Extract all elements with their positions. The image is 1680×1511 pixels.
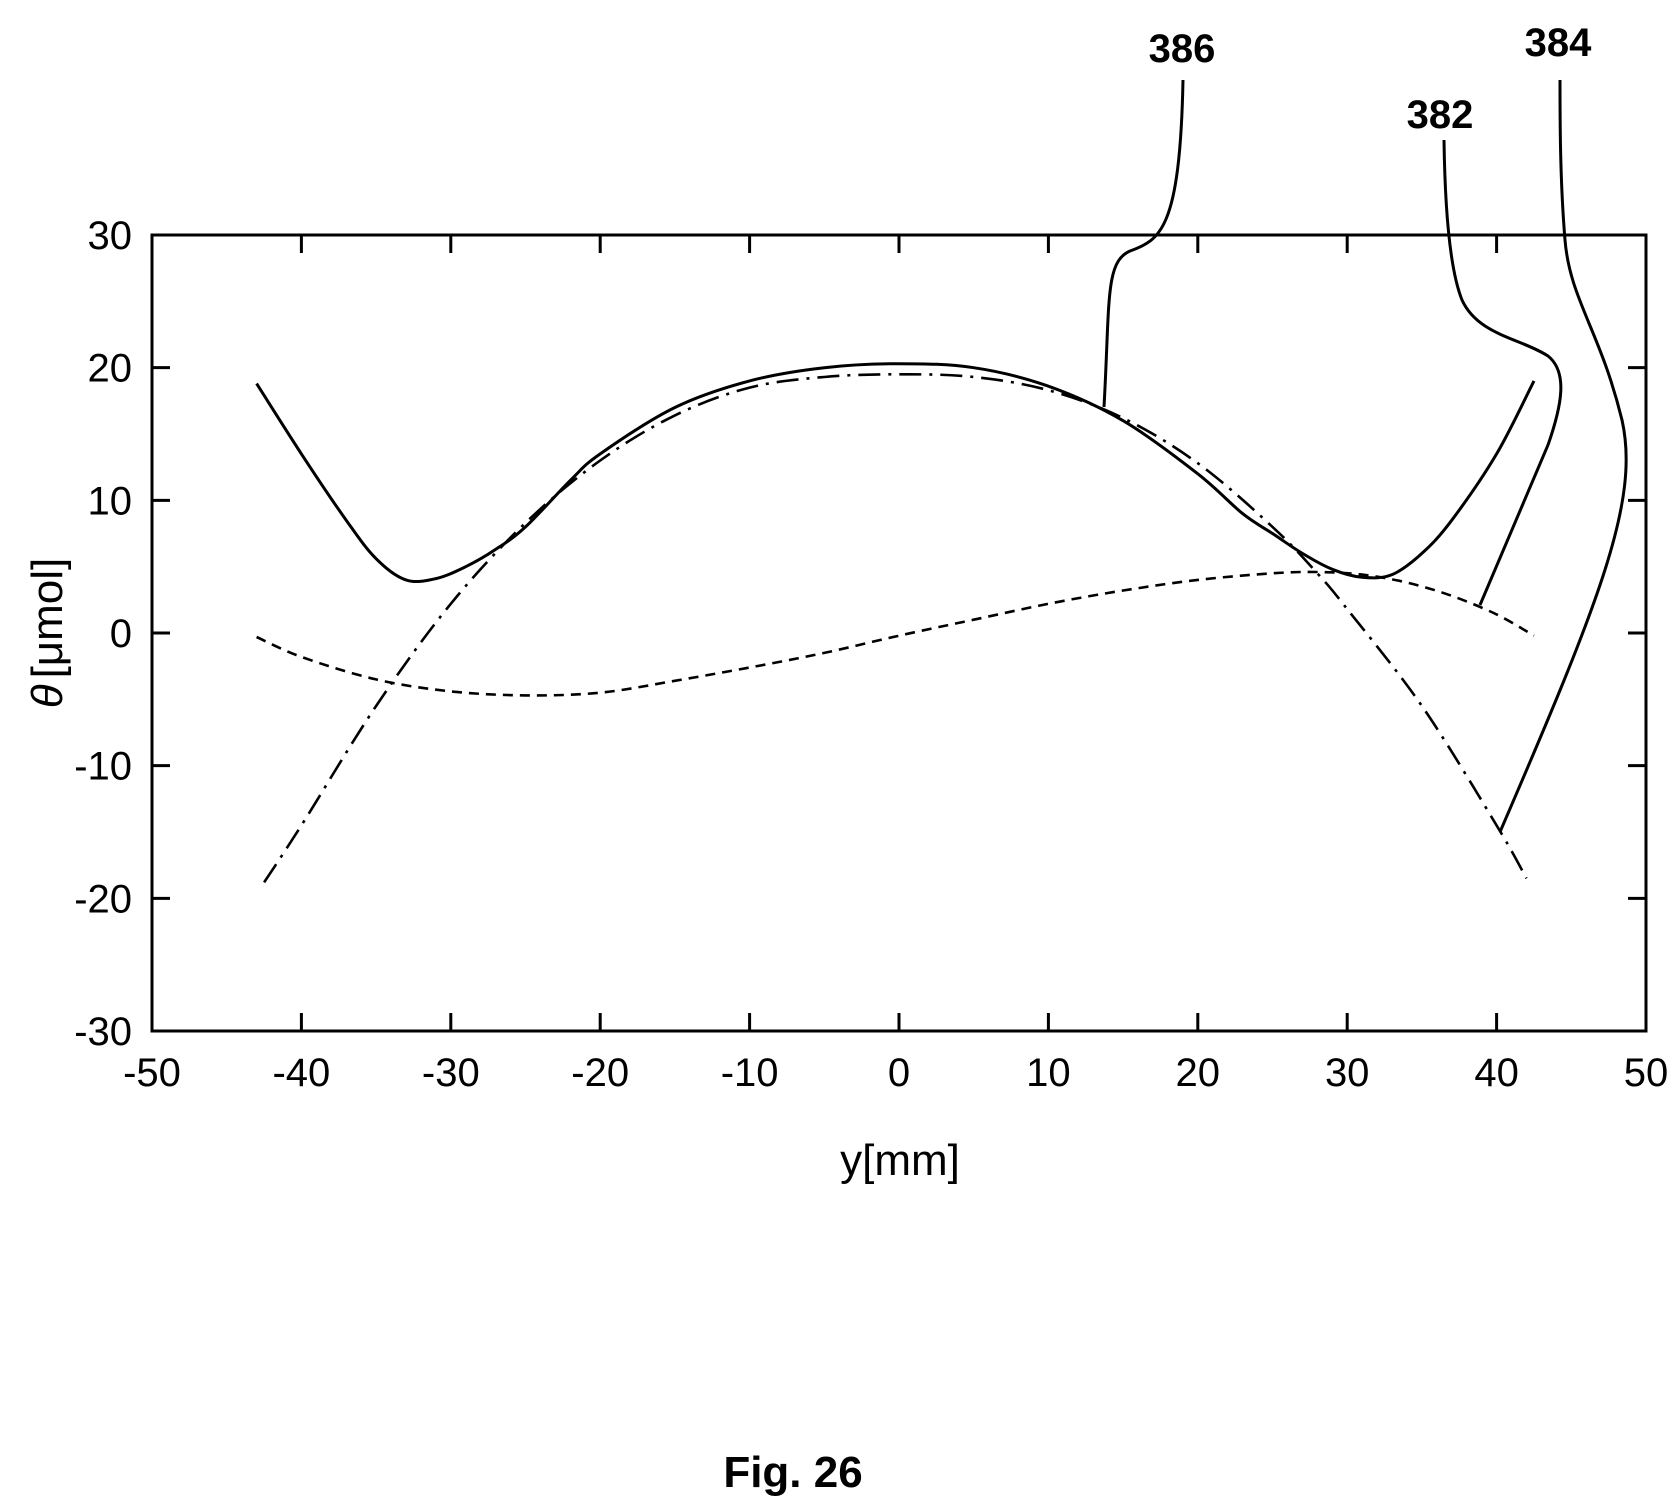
y-tick-label: 10 — [88, 479, 133, 523]
x-tick-label: -10 — [721, 1051, 779, 1095]
series-line-386 — [255, 362, 1536, 584]
y-axis-symbol: θ — [23, 684, 72, 708]
series-line-382 — [256, 570, 1535, 697]
leader-line-384 — [1498, 79, 1628, 833]
reference-label-386: 386 — [1149, 27, 1216, 71]
x-axis-label: y[mm] — [840, 1136, 960, 1185]
y-axis-label: θ [μmol] — [23, 558, 72, 709]
leader-line-382 — [1442, 139, 1563, 606]
x-tick-label: 0 — [888, 1051, 910, 1095]
reference-leader-lines — [1102, 79, 1628, 833]
y-tick-label: 30 — [88, 214, 133, 258]
tick-labels: -50 -40 -30 -20 -10 0 10 20 30 40 50 -30 -20 -10 0 10 20… — [74, 214, 1668, 1095]
y-tick-label: -10 — [74, 745, 132, 789]
x-tick-label: 20 — [1176, 1051, 1221, 1095]
reference-label-384: 384 — [1525, 21, 1592, 65]
x-tick-label: -20 — [571, 1051, 629, 1095]
y-tick-label: 0 — [110, 612, 132, 656]
leader-line-386 — [1102, 79, 1185, 408]
x-tick-label: -50 — [123, 1051, 181, 1095]
plot-frame — [150, 233, 1648, 1033]
series-lines — [255, 362, 1536, 884]
y-tick-label: 20 — [88, 347, 133, 391]
x-tick-label: 30 — [1325, 1051, 1370, 1095]
figure-caption: Fig. 26 — [723, 1448, 862, 1497]
x-tick-label: 50 — [1624, 1051, 1669, 1095]
reference-label-382: 382 — [1407, 93, 1474, 137]
x-tick-label: -40 — [272, 1051, 330, 1095]
series-line-384 — [263, 372, 1528, 884]
x-tick-label: 40 — [1474, 1051, 1519, 1095]
y-tick-label: -20 — [74, 877, 132, 921]
axis-ticks — [150, 233, 1648, 1033]
x-tick-label: 10 — [1026, 1051, 1071, 1095]
y-tick-label: -30 — [74, 1010, 132, 1054]
x-tick-label: -30 — [422, 1051, 480, 1095]
y-axis-unit: [μmol] — [23, 558, 72, 679]
